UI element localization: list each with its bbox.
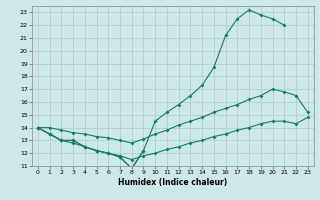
X-axis label: Humidex (Indice chaleur): Humidex (Indice chaleur)	[118, 178, 228, 187]
